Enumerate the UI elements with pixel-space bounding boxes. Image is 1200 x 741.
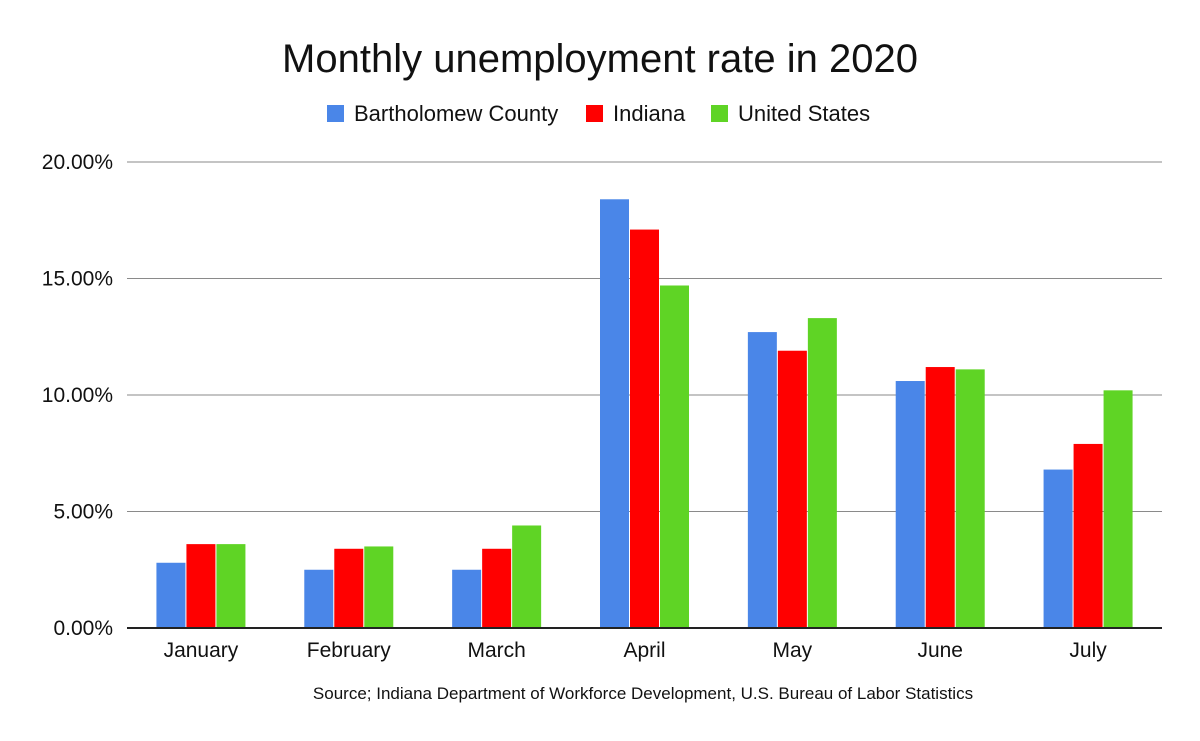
bar [216, 544, 246, 628]
x-tick-label: April [623, 639, 665, 662]
bar [630, 229, 659, 628]
y-tick-label: 5.00% [53, 501, 113, 524]
bar [452, 569, 482, 628]
x-tick-label: July [1069, 639, 1107, 662]
bars [156, 199, 1133, 628]
x-axis-categories: January February March April May June July [164, 639, 1108, 662]
x-tick-label: June [917, 639, 963, 662]
legend-swatch-bartholomew [327, 105, 344, 122]
bar [600, 199, 629, 628]
bar [925, 367, 955, 628]
bar [895, 381, 925, 628]
legend-label-bartholomew: Bartholomew County [354, 101, 558, 126]
bar [1103, 390, 1133, 628]
y-tick-label: 0.00% [53, 617, 113, 640]
bar [304, 569, 334, 628]
y-tick-label: 15.00% [42, 268, 113, 291]
bar [186, 544, 216, 628]
bar [1073, 443, 1103, 628]
legend-label-united-states: United States [738, 101, 870, 126]
x-tick-label: March [467, 639, 525, 662]
legend-swatch-indiana [586, 105, 603, 122]
bar [334, 548, 364, 628]
x-tick-label: February [307, 639, 392, 662]
bar [364, 546, 394, 628]
legend: Bartholomew County Indiana United States [327, 101, 870, 126]
bar [747, 332, 777, 628]
bar [660, 285, 689, 628]
bar [512, 525, 542, 628]
y-tick-label: 10.00% [42, 384, 113, 407]
x-tick-label: May [773, 639, 813, 662]
bar [955, 369, 985, 628]
y-axis-ticks: 0.00% 5.00% 10.00% 15.00% 20.00% [42, 151, 113, 640]
y-tick-label: 20.00% [42, 151, 113, 174]
bar [482, 548, 512, 628]
legend-swatch-united-states [711, 105, 728, 122]
bar [777, 350, 807, 628]
chart-title: Monthly unemployment rate in 2020 [282, 37, 918, 81]
bar [156, 562, 186, 628]
bar [807, 318, 837, 628]
bar [1043, 469, 1073, 628]
source-note: Source; Indiana Department of Workforce … [313, 684, 973, 703]
legend-label-indiana: Indiana [613, 101, 686, 126]
x-tick-label: January [164, 639, 239, 662]
